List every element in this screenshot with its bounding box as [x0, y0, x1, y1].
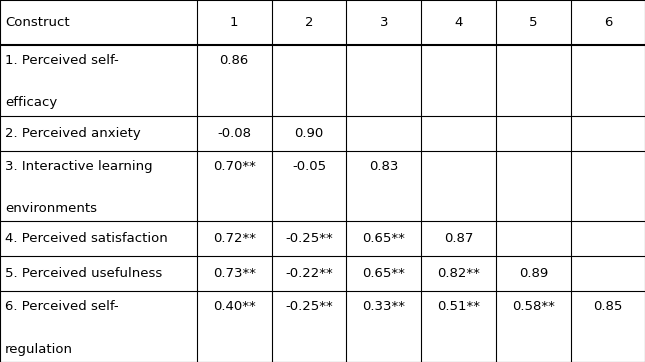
Text: 0.83: 0.83	[369, 160, 399, 173]
Text: 0.73**: 0.73**	[213, 268, 255, 281]
Text: 0.70**: 0.70**	[213, 160, 255, 173]
Text: 0.40**: 0.40**	[213, 300, 255, 313]
Text: 0.90: 0.90	[294, 127, 324, 140]
Text: 5: 5	[529, 16, 538, 29]
Text: 0.82**: 0.82**	[437, 268, 480, 281]
Text: 0.85: 0.85	[593, 300, 623, 313]
Text: 1: 1	[230, 16, 239, 29]
Text: 0.87: 0.87	[444, 232, 473, 245]
Text: -0.05: -0.05	[292, 160, 326, 173]
Text: environments: environments	[5, 202, 97, 215]
Text: regulation: regulation	[5, 343, 73, 356]
Text: 0.86: 0.86	[219, 54, 249, 67]
Text: -0.08: -0.08	[217, 127, 251, 140]
Text: -0.22**: -0.22**	[285, 268, 333, 281]
Text: 6. Perceived self-: 6. Perceived self-	[5, 300, 119, 313]
Text: Construct: Construct	[5, 16, 70, 29]
Text: 3. Interactive learning: 3. Interactive learning	[5, 160, 153, 173]
Text: 0.33**: 0.33**	[362, 300, 405, 313]
Text: 0.65**: 0.65**	[362, 268, 405, 281]
Text: 0.58**: 0.58**	[512, 300, 555, 313]
Text: -0.25**: -0.25**	[285, 300, 333, 313]
Text: 0.89: 0.89	[519, 268, 548, 281]
Text: 5. Perceived usefulness: 5. Perceived usefulness	[5, 268, 163, 281]
Text: 2: 2	[304, 16, 313, 29]
Text: 6: 6	[604, 16, 612, 29]
Text: 0.51**: 0.51**	[437, 300, 480, 313]
Text: 4: 4	[455, 16, 462, 29]
Text: 0.65**: 0.65**	[362, 232, 405, 245]
Text: 3: 3	[379, 16, 388, 29]
Text: 0.72**: 0.72**	[213, 232, 255, 245]
Text: 1. Perceived self-: 1. Perceived self-	[5, 54, 119, 67]
Text: 4. Perceived satisfaction: 4. Perceived satisfaction	[5, 232, 168, 245]
Text: 2. Perceived anxiety: 2. Perceived anxiety	[5, 127, 141, 140]
Text: -0.25**: -0.25**	[285, 232, 333, 245]
Text: efficacy: efficacy	[5, 96, 57, 109]
